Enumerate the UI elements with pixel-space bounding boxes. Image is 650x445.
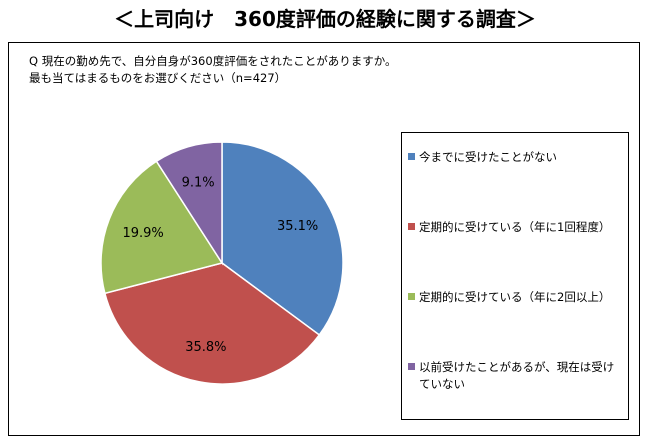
pie-slice-never — [221, 141, 344, 337]
pie-label-never: 35.1% — [277, 219, 318, 234]
pie-slice-yearly — [103, 262, 321, 385]
page-title: ＜上司向け 360度評価の経験に関する調査＞ — [114, 7, 536, 31]
pie-label-past: 9.1% — [182, 176, 215, 191]
legend-label-past: 以前受けたことがあるが、現在は受けていない — [419, 360, 615, 391]
legend-label-yearly: 定期的に受けている（年に1回程度） — [419, 220, 611, 234]
legend-item-yearly: 定期的に受けている（年に1回程度） — [408, 219, 623, 236]
legend-item-past: 以前受けたことがあるが、現在は受けていない — [408, 359, 623, 393]
legend-item-twice: 定期的に受けている（年に2回以上） — [408, 289, 623, 306]
legend-swatch-never — [408, 153, 415, 160]
chart-frame: Q 現在の勤め先で、自分自身が360度評価をされたことがありますか。 最も当ては… — [8, 42, 640, 436]
legend-label-never: 今までに受けたことがない — [419, 150, 557, 164]
pie-slice-past — [155, 141, 223, 266]
legend-swatch-yearly — [408, 223, 415, 230]
question-text: Q 現在の勤め先で、自分自身が360度評価をされたことがありますか。 最も当ては… — [29, 53, 396, 87]
pie-slice-twice — [100, 160, 224, 295]
legend: 今までに受けたことがない 定期的に受けている（年に1回程度） 定期的に受けている… — [401, 132, 629, 420]
pie-label-twice: 19.9% — [122, 226, 163, 241]
legend-swatch-past — [408, 363, 415, 370]
question-line-2: 最も当てはまるものをお選びください（n=427） — [29, 71, 287, 85]
pie-chart: 35.1% 35.8% 19.9% 9.1% — [100, 141, 344, 385]
pie-label-yearly: 35.8% — [185, 340, 226, 355]
legend-item-never: 今までに受けたことがない — [408, 149, 623, 166]
legend-label-twice: 定期的に受けている（年に2回以上） — [419, 290, 611, 304]
legend-swatch-twice — [408, 293, 415, 300]
question-line-1: Q 現在の勤め先で、自分自身が360度評価をされたことがありますか。 — [29, 54, 397, 68]
